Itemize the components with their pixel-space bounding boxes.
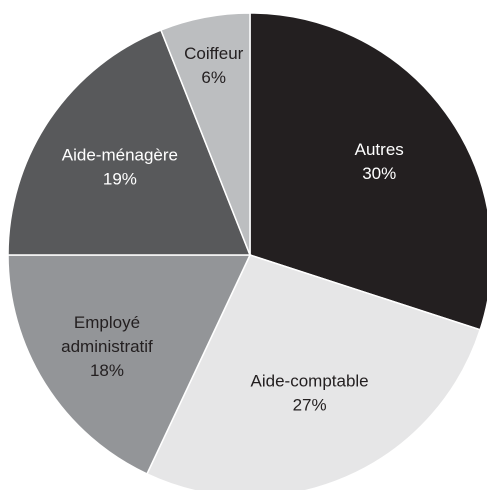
slice-label-aide-comptable: Aide-comptable 27% [251,372,369,415]
slice-name: Autres [355,140,404,159]
slice-coiffeur [159,12,251,256]
slice-name: Aide-ménagère [62,146,178,165]
slice-autres [249,12,487,331]
slice-label-coiffeur: Coiffeur 6% [184,44,244,87]
slice-value: 30% [362,164,396,183]
slice-value: 19% [103,170,137,189]
slice-label-employe-administratif: Employé administratif 18% [61,313,153,380]
pie-labels: Autres 30% Aide-comptable 27% Employé adminis… [61,44,404,415]
slice-aide-menagere [7,29,252,256]
pie-slices [7,12,487,490]
slice-value: 27% [293,396,327,415]
slice-value: 18% [90,361,124,380]
slice-label-aide-menagere: Aide-ménagère 19% [62,146,178,189]
slice-value: 6% [201,68,226,87]
slice-name: Employé [74,313,140,332]
slice-name: Coiffeur [184,44,244,63]
slice-label-autres: Autres 30% [355,140,404,183]
slice-employe-administratif [7,254,252,475]
slice-name: administratif [61,337,153,356]
slice-name: Aide-comptable [251,372,369,391]
slice-aide-comptable [145,254,482,490]
